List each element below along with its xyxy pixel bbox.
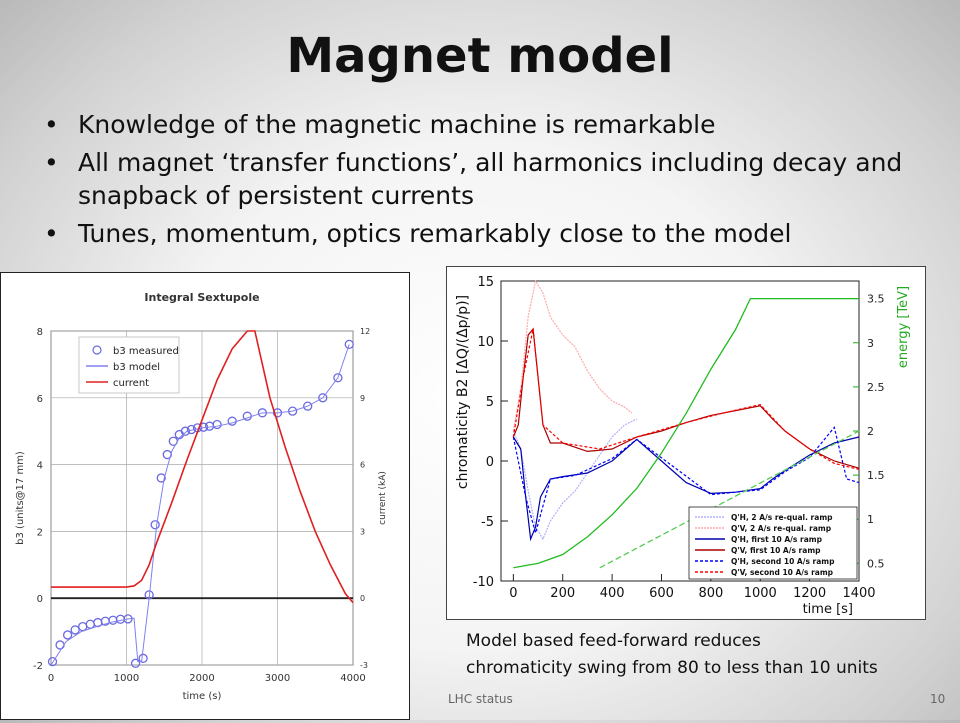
y-axis-label: b3 (units@17 mm) [15,451,26,545]
y-tick-label: 0 [486,455,494,470]
chromaticity-series-line [512,328,860,470]
b3-measured-point [47,657,58,667]
y2-tick-label: 2.5 [867,381,885,394]
legend-label: Q'V, 2 A/s re-qual. ramp [731,524,832,533]
y-tick-label: 6 [37,394,43,405]
chromaticity-series-line [599,430,860,569]
y-tick-label: -5 [481,515,494,530]
legend-label: Q'V, second 10 A/s ramp [731,568,834,577]
y2-tick-label: 3 [360,527,365,536]
chart-title: Integral Sextupole [144,291,259,304]
y2-tick-label: 1 [867,513,874,526]
y-tick-label: 10 [477,335,494,350]
b3-measured-point [318,393,328,403]
b3-model-line [50,344,350,666]
y2-tick-label: 0.5 [867,557,885,570]
y-tick-label: 0 [37,594,43,605]
b3-measured-point [156,473,166,483]
b3-measured-point [180,426,191,436]
y2-tick-label: 6 [360,461,365,470]
chromaticity-chart: 0 200 400 600 800 1000 1200 1400 -10 -5 0 5 10 15 0.5 1… [446,266,926,620]
x-tick-label: 3000 [265,673,290,684]
legend-box [688,506,858,580]
b3-measured-point [70,625,80,635]
caption-line: Model based feed-forward reduces [466,631,761,651]
y-tick-label: 8 [37,327,43,338]
chromaticity-series-line [512,426,860,536]
b3-measured-point [130,658,141,668]
legend-label: b3 model [113,362,160,373]
b3-measured-point [138,653,148,663]
caption-line: chromaticity swing from 80 to less than … [466,658,878,678]
y2-tick-label: 1.5 [867,469,885,482]
x-tick-label: 600 [649,586,674,601]
legend: b3 measured b3 model current [78,336,180,394]
legend-marker [92,345,102,355]
legend: Q'H, 2 A/s re-qual. ramp Q'V, 2 A/s re-qu… [688,506,858,580]
integral-sextupole-chart: Integral Sextupole 0 1000 2000 3000 4000 -2 0 2 4… [0,272,410,720]
x-axis-label: time [s] [803,602,853,617]
x-tick-label: 1000 [744,586,777,601]
legend-label: b3 measured [113,346,179,357]
b3-measured-point [303,401,313,411]
y2-axis-label: energy [TeV] [896,286,911,368]
page-number: 10 [930,692,946,706]
legend-label: current [113,378,149,389]
y2-tick-label: 2 [867,425,874,438]
b3-measured-point [150,520,160,530]
x-axis-label: time (s) [183,691,222,702]
x-tick-label: 2000 [189,673,214,684]
legend-label: Q'H, first 10 A/s ramp [731,535,823,544]
y2-tick-label: 0 [360,594,365,603]
x-tick-label: 200 [550,586,575,601]
x-tick-label: 0 [509,586,517,601]
y-tick-label: 5 [486,395,494,410]
y2-tick-label: 3.5 [867,293,885,306]
bullet-item: All magnet ‘transfer functions’, all har… [44,146,944,212]
chromaticity-series-line [513,297,859,569]
y-tick-label: -10 [473,575,494,590]
chromaticity-svg: 0 200 400 600 800 1000 1200 1400 -10 -5 0 5 10 15 0.5 1… [455,275,911,617]
legend-label: Q'H, 2 A/s re-qual. ramp [731,513,833,522]
bullet-list: Knowledge of the magnetic machine is rem… [44,108,944,255]
x-tick-label: 1200 [793,586,826,601]
chromaticity-series-line [512,279,633,432]
y-tick-label: 2 [37,527,43,538]
b3-measured-point [62,630,73,640]
legend-label: Q'H, second 10 A/s ramp [731,557,835,566]
legend-label: Q'V, first 10 A/s ramp [731,546,821,555]
y2-tick-label: -3 [360,661,368,670]
y-tick-label: 15 [477,275,494,290]
y-tick-label: -2 [33,661,43,672]
x-tick-label: 4000 [340,673,365,684]
b3-measured-point [333,373,343,383]
b3-measured-point [344,339,354,350]
x-tick-label: 0 [48,673,54,684]
y2-axis-label: current (kA) [378,471,388,525]
x-tick-label: 1400 [842,586,875,601]
integral-sextupole-svg: Integral Sextupole 0 1000 2000 3000 4000 -2 0 2 4… [15,291,388,702]
current-line [51,330,354,604]
x-tick-label: 400 [600,586,625,601]
bullet-item: Tunes, momentum, optics remarkably close… [44,217,944,250]
slide-title: Magnet model [286,28,674,84]
b3-measured-point [212,419,222,430]
y-axis-label: chromaticity B2 [ΔQ/(Δp/p)] [455,295,471,489]
chromaticity-series-line [512,418,638,541]
y-tick-label: 4 [37,461,43,472]
bullet-item: Knowledge of the magnetic machine is rem… [44,108,944,141]
y2-tick-label: 12 [360,327,370,336]
chromaticity-series-line [512,327,860,469]
x-tick-label: 1000 [114,673,139,684]
chart-caption: Model based feed-forward reduces chromat… [466,628,946,682]
y2-tick-label: 9 [360,394,365,403]
y2-tick-label: 3 [867,337,874,350]
x-tick-label: 800 [698,586,723,601]
footer-text: LHC status [448,692,513,706]
